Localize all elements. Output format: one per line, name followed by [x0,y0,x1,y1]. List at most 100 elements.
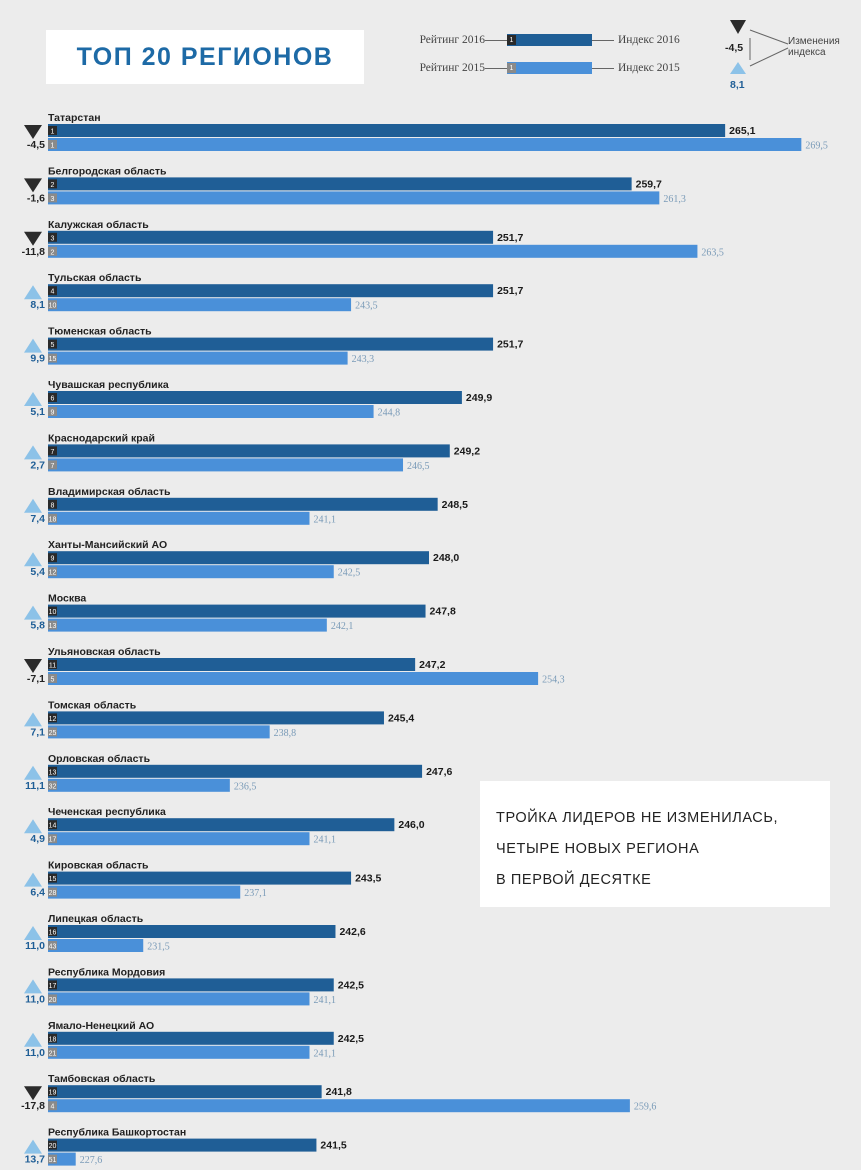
bar-2016 [48,764,423,778]
rank-2016-badge [48,1033,57,1043]
callout-line-3: В ПЕРВОЙ ДЕСЯТКЕ [496,872,652,888]
value-2015-label: 231,5 [147,942,170,953]
bar-2016 [48,1138,317,1152]
region-name: Белгородская область [48,165,167,177]
region-name: Ханты-Мансийский АО [48,539,167,551]
rank-2016-badge [48,1087,57,1097]
rank-2016-badge [48,820,57,830]
arrow-up-icon [24,819,42,834]
change-value: -1,6 [27,192,45,204]
legend-rank-badge-2016: 1 [507,35,516,45]
rank-2015-label: 15 [49,356,57,363]
region-name: Тюменская область [48,326,152,338]
bar-2015 [48,138,802,151]
rank-2016-badge [48,766,57,776]
rank-2015-badge [48,246,57,256]
bar-2015 [48,618,327,632]
arrow-up-icon [24,1032,42,1047]
rank-2016-badge [48,927,57,936]
legend: Рейтинг 2016 1 Индекс 2016 Рейтинг 2015 … [395,26,705,86]
region-name: Ульяновская область [48,646,161,658]
bar-2015 [48,298,352,312]
legend-bar-2015: 1 [507,62,592,74]
connector-line [749,47,789,67]
bar-2015 [48,1099,630,1113]
rank-2016-badge [48,232,57,242]
rank-2016-label: 13 [49,769,57,776]
arrow-up-icon [24,1139,42,1154]
value-2015-label: 241,1 [314,835,337,846]
rank-2016-badge [48,980,57,990]
legend-dash [485,67,507,69]
rank-2015-badge [48,193,57,203]
bar-2016 [48,871,352,885]
bar-2015 [48,351,348,365]
change-legend-label: Изменения индекса [788,36,840,58]
rank-2016-badge [48,126,57,135]
legend-index-2016: Индекс 2016 [618,34,680,46]
value-2015-label: 263,5 [701,247,724,258]
value-2015-label: 246,5 [407,461,430,472]
value-2015-label: 241,1 [314,1048,337,1059]
rank-2015-label: 25 [49,730,57,737]
region-name: Татарстан [48,112,101,124]
change-value: 9,9 [30,353,45,365]
value-2015-label: 241,1 [314,514,337,525]
rank-2016-label: 18 [49,1036,57,1043]
rank-2016-label: 17 [49,983,57,990]
rank-2016-label: 20 [49,1143,57,1150]
rank-2016-label: 12 [49,716,57,723]
bar-2016 [48,124,726,137]
bar-2016 [48,711,384,725]
value-2016-label: 251,7 [497,232,523,244]
bar-2016 [48,284,494,298]
bar-2015 [48,832,310,846]
rank-2016-badge [48,339,57,349]
change-value: 4,9 [30,833,45,845]
arrow-up-icon [24,498,42,513]
arrow-up-icon [24,552,42,567]
rank-2015-badge [48,994,57,1004]
change-value: 8,1 [30,299,45,311]
rank-2016-badge [48,1140,57,1150]
rank-2016-badge [48,873,57,883]
legend-index-2015: Индекс 2015 [618,62,680,74]
value-2015-label: 261,3 [663,194,686,205]
rank-2015-label: 10 [49,303,57,310]
rank-2015-label: 21 [49,1050,57,1057]
value-2016-label: 247,2 [419,659,445,671]
value-2015-label: 236,5 [234,781,257,792]
rank-2015-badge [48,407,57,416]
value-2016-label: 242,6 [339,926,365,938]
arrow-down-icon [24,231,42,246]
bar-2015 [48,885,241,899]
change-value: 11,1 [25,780,45,792]
value-2016-label: 247,6 [426,766,452,778]
rank-2016-label: 8 [51,502,55,509]
rank-2015-label: 13 [49,623,57,630]
legend-rating-2016: Рейтинг 2016 [419,34,485,46]
bar-2016 [48,551,429,565]
bar-2015 [48,778,230,792]
value-2015-label: 238,8 [274,728,297,739]
rank-2015-label: 32 [49,783,57,790]
arrow-up-icon [24,338,42,353]
value-2016-label: 245,4 [388,712,414,724]
change-value: 7,1 [30,726,45,738]
bar-2015 [48,725,270,739]
bar-2015 [48,458,404,472]
rank-2015-badge [48,1101,57,1111]
region-name: Томская область [48,699,137,711]
region-name: Москва [48,593,86,605]
bar-2016 [48,497,438,511]
arrow-down-icon [24,1086,42,1101]
bar-2016 [48,978,334,992]
arrow-down-icon [24,125,42,139]
change-legend-graphic: -4,5 8,1 [725,20,789,91]
rank-2016-label: 9 [51,556,55,563]
value-2015-label: 241,1 [314,995,337,1006]
rank-2015-badge [48,941,57,950]
change-down-example: -4,5 [725,42,743,54]
callout-line-1: ТРОЙКА ЛИДЕРОВ НЕ ИЗМЕНИЛАСЬ, [496,810,779,826]
change-value: 5,4 [30,566,45,578]
